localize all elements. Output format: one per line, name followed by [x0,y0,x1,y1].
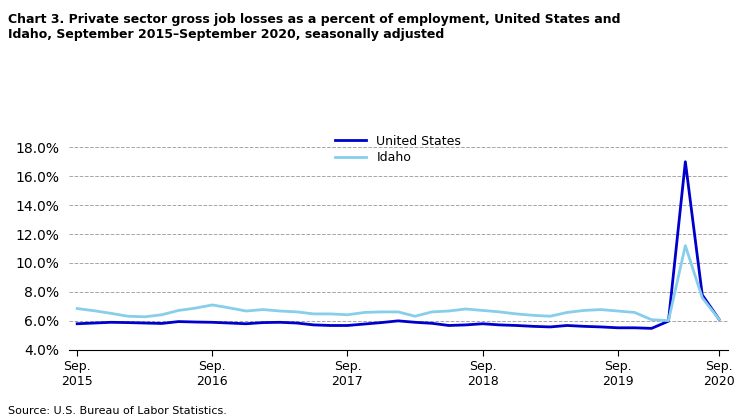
Idaho [242,309,251,314]
Idaho [140,314,149,319]
Text: Source: U.S. Bureau of Labor Statistics.: Source: U.S. Bureau of Labor Statistics. [8,406,226,416]
United States [174,319,183,324]
United States [73,321,82,326]
Idaho [309,311,318,316]
United States [208,320,217,325]
United States [445,323,454,328]
Idaho [174,308,183,313]
Idaho [326,311,335,316]
Idaho [546,314,555,319]
Idaho [427,310,436,315]
United States [562,323,572,328]
United States [478,321,487,326]
Idaho [512,311,521,316]
Idaho [630,310,639,315]
United States [326,323,335,328]
Idaho [664,318,673,323]
United States [647,326,656,331]
Idaho [478,308,487,313]
United States [123,320,132,325]
Idaho [698,295,707,300]
United States [191,320,200,325]
Idaho [360,310,369,315]
Idaho [580,308,589,313]
United States [614,325,623,330]
United States [596,324,605,329]
United States [242,321,251,326]
United States [157,321,166,326]
Idaho [292,310,301,315]
Idaho [123,314,132,319]
United States [140,320,149,326]
United States [394,318,403,323]
Idaho [445,309,454,314]
Idaho [596,307,605,312]
United States [343,323,352,328]
Idaho [107,311,116,316]
United States [715,317,724,322]
United States [411,320,420,325]
United States [461,323,470,328]
Idaho [377,310,386,315]
United States [546,324,555,329]
United States [292,320,301,326]
Idaho [225,305,234,310]
Idaho [562,310,572,315]
Idaho [208,302,217,307]
Idaho [89,308,98,313]
Idaho [258,307,267,312]
United States [512,323,521,328]
United States [495,323,504,328]
United States [107,320,116,325]
United States [664,319,673,324]
United States [529,324,538,329]
Idaho [715,317,724,322]
United States [681,159,690,164]
United States [309,323,318,328]
United States [89,320,98,326]
Idaho [276,309,285,314]
United States [580,324,589,329]
Idaho [191,306,200,311]
United States [630,325,639,330]
Idaho [394,310,403,315]
Idaho [411,314,420,319]
Idaho [529,313,538,318]
United States [258,320,267,325]
United States [377,320,386,325]
Idaho [157,312,166,317]
Line: Idaho: Idaho [77,246,719,320]
United States [698,292,707,297]
United States [360,322,369,327]
Text: Chart 3. Private sector gross job losses as a percent of employment, United Stat: Chart 3. Private sector gross job losses… [8,13,620,41]
Legend: United States, Idaho: United States, Idaho [335,135,461,165]
United States [225,320,234,326]
Idaho [681,243,690,248]
Idaho [343,312,352,317]
United States [276,320,285,325]
United States [427,321,436,326]
Idaho [73,306,82,311]
Line: United States: United States [77,162,719,328]
Idaho [647,317,656,322]
Idaho [614,309,623,314]
Idaho [495,310,504,315]
Idaho [461,307,470,312]
